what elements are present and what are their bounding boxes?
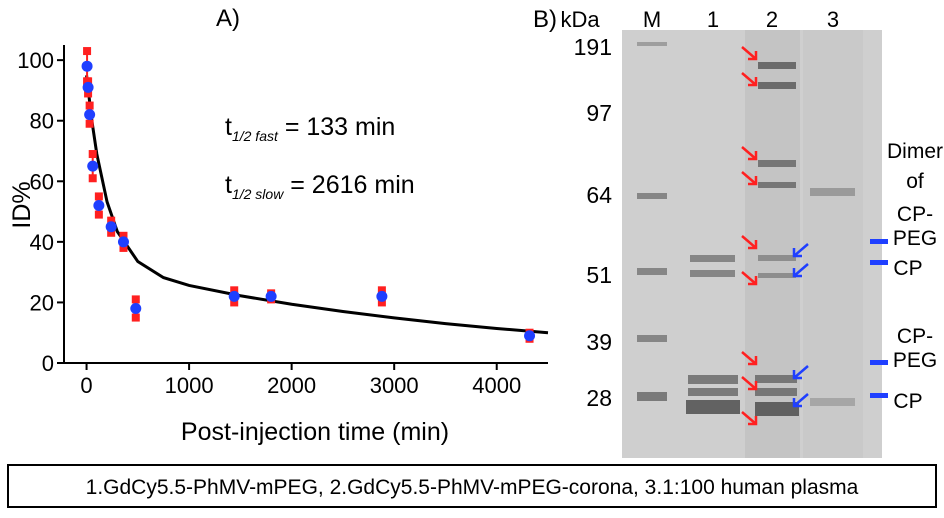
point — [87, 160, 99, 172]
marker-label: 64 — [586, 182, 612, 208]
point — [130, 302, 142, 314]
error-cap — [377, 298, 386, 307]
error-cap — [230, 286, 239, 295]
marker-label: 28 — [586, 385, 612, 411]
x-axis-label: Post-injection time (min) — [181, 418, 449, 446]
x-tick-label: 0 — [80, 373, 92, 398]
y-tick-label: 80 — [30, 109, 54, 134]
y-tick-label: 0 — [42, 351, 54, 376]
band-label: CP — [893, 257, 922, 280]
error-cap — [84, 77, 93, 86]
marker-label: 39 — [586, 329, 612, 355]
x-tick-label: 4000 — [472, 373, 521, 398]
point — [524, 330, 536, 342]
marker-label: 97 — [586, 100, 612, 126]
x-tick-label: 1000 — [165, 373, 214, 398]
band-label: of — [906, 170, 924, 193]
y-tick-label: 100 — [17, 48, 54, 73]
error-cap — [85, 101, 94, 110]
error-cap — [119, 243, 128, 252]
gel-bands — [637, 42, 855, 416]
point — [81, 60, 93, 72]
lane-label: 2 — [766, 7, 778, 32]
error-cap — [230, 298, 239, 307]
lane-label: 1 — [707, 7, 719, 32]
error-cap — [131, 295, 140, 304]
error-cap — [85, 119, 94, 128]
error-cap — [84, 89, 93, 98]
error-cap — [107, 216, 116, 225]
y-tick-label: 60 — [30, 169, 54, 194]
marker-label: 191 — [574, 34, 612, 60]
band-label: PEG — [893, 349, 937, 372]
marker-label: 51 — [586, 262, 612, 288]
point — [84, 109, 96, 121]
point — [82, 81, 94, 93]
point — [376, 290, 388, 302]
band-label: CP- — [897, 203, 933, 226]
panel-a-label: A) — [216, 5, 240, 32]
error-cap — [119, 231, 128, 240]
panel-b-label: B) — [533, 6, 557, 33]
annotation: t1/2 slow = 2616 min — [225, 171, 415, 202]
point — [228, 290, 240, 302]
band-label: CP — [893, 390, 922, 413]
x-tick-label: 3000 — [370, 373, 419, 398]
point — [105, 221, 117, 233]
band-label: Dimer — [887, 140, 943, 163]
band-markers — [870, 239, 888, 398]
arrows — [741, 46, 809, 426]
error-cap — [107, 228, 116, 237]
point — [265, 290, 277, 302]
annotation: t1/2 fast = 133 min — [225, 113, 395, 144]
y-axis-label: ID% — [8, 181, 36, 228]
error-cap — [88, 174, 97, 183]
band-label: CP- — [897, 325, 933, 348]
error-cap — [94, 192, 103, 201]
y-tick-label: 20 — [30, 290, 54, 315]
lane-label: 3 — [827, 7, 839, 32]
gel-panel — [622, 30, 888, 458]
fit-curve — [85, 75, 549, 335]
error-cap — [377, 286, 386, 295]
y-tick-label: 40 — [30, 230, 54, 255]
error-cap — [94, 210, 103, 219]
error-cap — [83, 47, 92, 56]
error-cap — [88, 150, 97, 159]
lane-label: M — [643, 7, 661, 32]
x-tick-label: 2000 — [267, 373, 316, 398]
point — [117, 236, 129, 248]
gel-lane — [803, 30, 863, 458]
error-cap — [131, 313, 140, 322]
band-label: PEG — [893, 227, 937, 250]
caption-box — [7, 464, 937, 508]
unit-label: kDa — [560, 7, 600, 32]
caption: 1.GdCy5.5-PhMV-mPEG, 2.GdCy5.5-PhMV-mPEG… — [86, 476, 859, 499]
point — [93, 200, 105, 212]
